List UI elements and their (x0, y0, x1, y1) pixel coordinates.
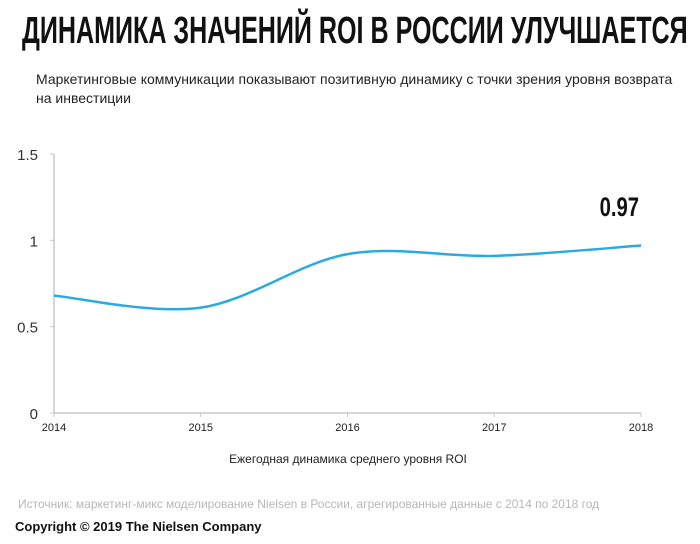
y-tick-label: 1.5 (17, 147, 38, 164)
copyright: Copyright © 2019 The Nielsen Company (15, 519, 262, 534)
x-tick-label: 2016 (335, 422, 359, 434)
roi-line-chart: 0 0.5 1 1.5 2014 2015 2016 2017 2018 0.97 (17, 147, 653, 434)
subtitle: Маркетинговые коммуникации показывают по… (36, 71, 673, 106)
series-line-roi (53, 244, 642, 311)
source-note: Источник: маркетинг-микс моделирование N… (18, 497, 600, 511)
x-tick-label: 2015 (189, 422, 213, 434)
page-title: ДИНАМИКА ЗНАЧЕНИЙ ROI В РОССИИ УЛУЧШАЕТС… (22, 10, 688, 52)
x-tick-label: 2017 (482, 422, 506, 434)
y-tick-label: 1 (30, 233, 38, 250)
x-tick-label: 2014 (42, 422, 66, 434)
y-tick-label: 0.5 (17, 320, 38, 337)
x-axis-label: Ежегодная динамика среднего уровня ROI (229, 452, 467, 466)
x-tick-label: 2018 (629, 422, 653, 434)
last-value-annotation: 0.97 (600, 192, 639, 223)
y-tick-label: 0 (30, 406, 38, 423)
